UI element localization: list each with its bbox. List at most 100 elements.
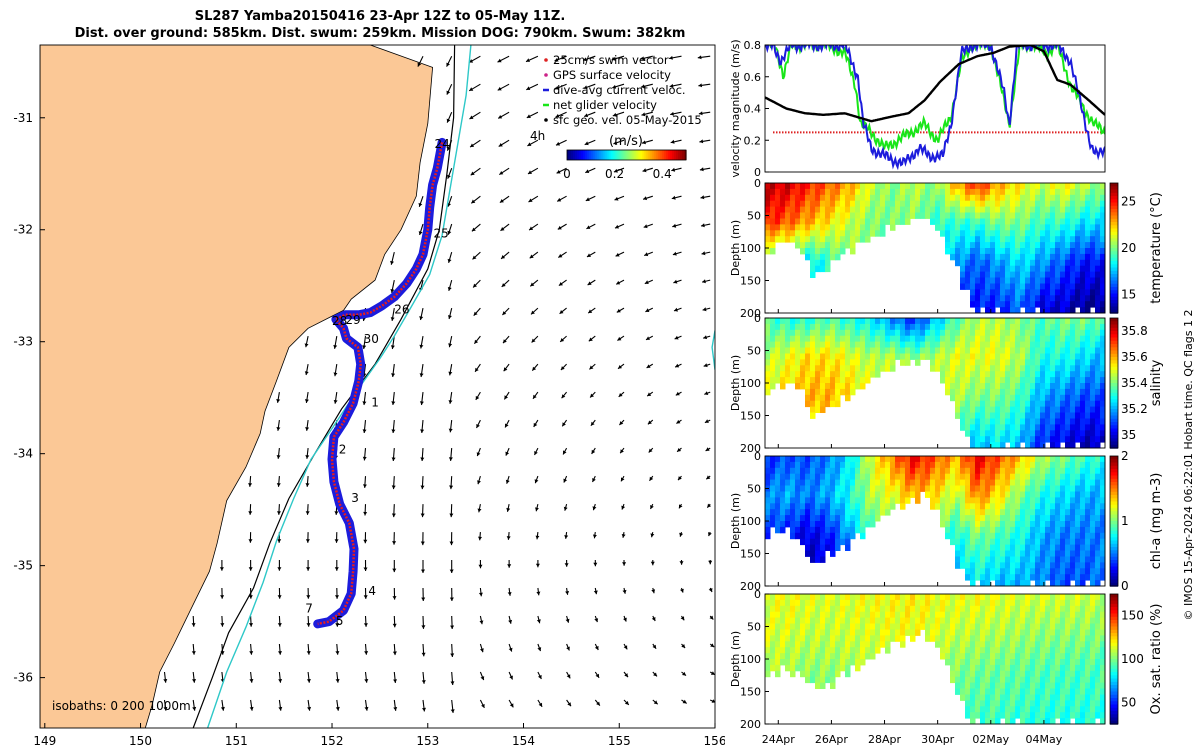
temperature-cell — [975, 301, 981, 308]
chlorophyll-cell — [1075, 503, 1081, 510]
salinity-cell — [1010, 436, 1016, 443]
salinity-cell — [985, 365, 991, 372]
temperature-cell — [820, 259, 826, 267]
colorbar-cell — [1110, 444, 1118, 449]
temperature-cell — [1030, 307, 1036, 314]
salinity-cell — [1050, 400, 1056, 408]
salinity-cell — [975, 406, 981, 413]
chlorophyll-cell — [805, 521, 811, 528]
velocity-vector-head — [505, 451, 510, 456]
temperature-cell — [1000, 289, 1006, 296]
velocity-vector-head — [557, 197, 562, 202]
salinity-cell — [1035, 383, 1041, 390]
temperature-cell — [950, 218, 956, 225]
salinity-cell — [815, 323, 821, 331]
salinity-cell — [1040, 341, 1046, 348]
chlorophyll-cell — [815, 479, 821, 486]
chlorophyll-cell — [890, 456, 896, 463]
salinity-cell — [1050, 323, 1056, 331]
oxygen-cell — [830, 623, 836, 630]
salinity-cell — [1085, 383, 1091, 390]
velocity-vector-head — [276, 427, 281, 431]
temperature-cell — [945, 183, 951, 190]
temperature-cell — [825, 218, 831, 225]
colorbar-cell — [1110, 547, 1118, 551]
oxygen-cell — [950, 594, 956, 601]
chlorophyll-cell — [1040, 515, 1046, 522]
velocity-vector-head — [590, 393, 594, 398]
salinity-cell — [1100, 323, 1106, 331]
oxygen-cell — [890, 623, 896, 630]
chlorophyll-cell — [795, 473, 801, 481]
oxygen-cell — [930, 635, 936, 642]
colorbar-cell — [1110, 488, 1118, 493]
velocity-vector-head — [192, 679, 196, 683]
salinity-cell — [1015, 406, 1021, 413]
temperature-cell — [835, 224, 841, 231]
salinity-cell — [1090, 371, 1096, 378]
temperature-cell — [925, 200, 931, 208]
salinity-cell — [920, 347, 926, 354]
salinity-cell — [970, 323, 976, 331]
temperature-cell — [1075, 194, 1081, 202]
chlorophyll-cell — [875, 485, 881, 492]
salinity-cell — [955, 412, 961, 419]
velocity-vector-head — [448, 343, 453, 348]
colorbar-cell — [1110, 366, 1118, 371]
chlorophyll-cell — [1000, 491, 1006, 498]
chlorophyll-cell — [770, 497, 776, 504]
colorbar-cell — [680, 150, 683, 160]
oxygen-cell — [805, 629, 811, 636]
salinity-cell — [1015, 430, 1021, 437]
salinity-cell — [990, 353, 996, 360]
salinity-cell — [1070, 383, 1076, 390]
chlorophyll-cell — [830, 550, 836, 557]
depth-axis-label: Depth (m) — [729, 355, 742, 411]
salinity-cell — [1015, 418, 1021, 425]
temperature-cell — [1070, 283, 1076, 290]
salinity-cell — [990, 359, 996, 366]
salinity-cell — [1075, 418, 1081, 425]
temperature-cell — [905, 212, 911, 219]
oxygen-cell — [775, 594, 781, 601]
chlorophyll-cell — [935, 456, 941, 463]
depth-tick-label: 50 — [747, 345, 761, 358]
chlorophyll-cell — [975, 456, 981, 463]
salinity-cell — [765, 365, 771, 372]
salinity-cell — [1015, 400, 1021, 408]
chlorophyll-cell — [1090, 503, 1096, 510]
chlorophyll-cell — [900, 503, 906, 510]
chlorophyll-cell — [945, 456, 951, 463]
velocity-vector-head — [566, 646, 570, 651]
velocity-vector-head — [391, 485, 396, 490]
chlorophyll-cell — [980, 580, 986, 587]
oxygen-cell — [765, 647, 771, 654]
chlorophyll-cell — [1020, 521, 1026, 528]
temperature-cell — [780, 188, 786, 196]
temperature-cell — [820, 253, 826, 261]
chlorophyll-cell — [1095, 556, 1101, 563]
velocity-vector-head — [701, 223, 705, 228]
velocity-vector-head — [642, 140, 646, 145]
salinity-cell — [980, 323, 986, 331]
temperature-cell — [850, 224, 856, 231]
temperature-cell — [790, 230, 796, 237]
salinity-cell — [945, 318, 951, 325]
salinity-cell — [1050, 430, 1056, 437]
chlorophyll-cell — [795, 526, 801, 534]
chlorophyll-cell — [990, 503, 996, 510]
map-frame — [39, 44, 716, 729]
temperature-cell — [1060, 230, 1066, 237]
velocity-vector-head — [584, 141, 589, 146]
oxygen-cell — [770, 599, 776, 607]
oxygen-cell — [795, 641, 801, 648]
velocity-vector-head — [534, 479, 539, 484]
colorbar-cell — [1110, 553, 1118, 558]
chlorophyll-cell — [935, 467, 941, 475]
oxygen-cell — [995, 605, 1001, 613]
temperature-cell — [965, 271, 971, 278]
chlorophyll-cell — [1030, 461, 1036, 469]
chlorophyll-cell — [805, 532, 811, 540]
salinity-cell — [1095, 365, 1101, 372]
temperature-cell — [765, 242, 771, 249]
